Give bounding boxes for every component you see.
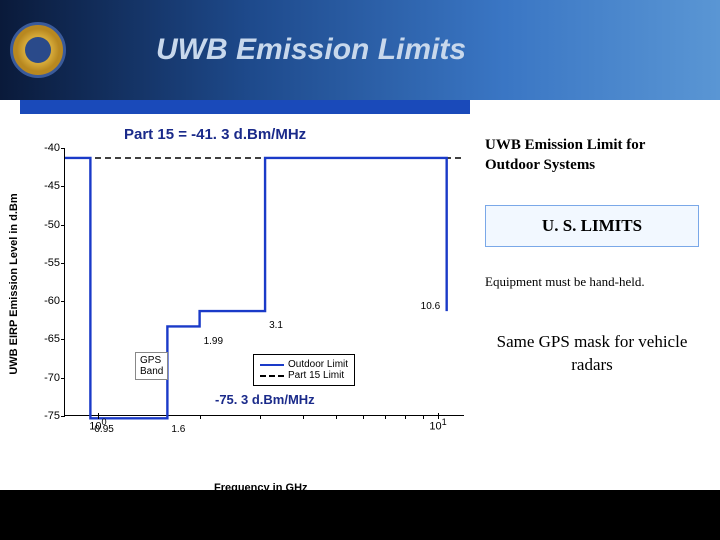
legend-swatch [260, 364, 284, 366]
y-tick-mark [61, 186, 65, 187]
gps-note: Same GPS mask for vehicle radars [485, 331, 699, 377]
y-tick-mark [61, 148, 65, 149]
legend: Outdoor LimitPart 15 Limit [253, 354, 355, 386]
chart-title: Part 15 = -41. 3 d.Bm/MHz [124, 126, 306, 143]
x-minor-tick [260, 415, 261, 419]
y-tick-label: -65 [30, 333, 60, 345]
y-tick-mark [61, 339, 65, 340]
x-minor-tick [423, 415, 424, 419]
floor-annotation: -75. 3 d.Bm/MHz [215, 392, 315, 407]
breakpoint-label: 10.6 [421, 301, 440, 312]
x-tick-label: 101 [429, 417, 446, 433]
breakpoint-label: 0.95 [94, 424, 113, 435]
x-minor-tick [200, 415, 201, 419]
footer-bar [0, 490, 720, 540]
y-tick-label: -55 [30, 257, 60, 269]
y-tick-mark [61, 225, 65, 226]
y-axis-label: UWB EIRP Emission Level in d.Bm [8, 193, 20, 374]
header-bar: UWB Emission Limits [0, 0, 720, 100]
content-row: Part 15 = -41. 3 d.Bm/MHz UWB EIRP Emiss… [0, 128, 720, 488]
legend-label: Part 15 Limit [288, 370, 344, 381]
fcc-logo [10, 22, 66, 78]
y-tick-mark [61, 378, 65, 379]
y-tick-mark [61, 301, 65, 302]
y-tick-label: -40 [30, 142, 60, 154]
right-title: UWB Emission Limit for Outdoor Systems [485, 136, 699, 175]
breakpoint-label: 3.1 [269, 320, 283, 331]
x-minor-tick [303, 415, 304, 419]
y-tick-label: -60 [30, 295, 60, 307]
y-tick-label: -70 [30, 372, 60, 384]
right-column: UWB Emission Limit for Outdoor Systems U… [479, 128, 711, 488]
y-tick-mark [61, 416, 65, 417]
slide: UWB Emission Limits Part 15 = -41. 3 d.B… [0, 0, 720, 540]
y-tick-label: -45 [30, 180, 60, 192]
legend-label: Outdoor Limit [288, 359, 348, 370]
legend-swatch [260, 375, 284, 377]
x-minor-tick [405, 415, 406, 419]
x-minor-tick [336, 415, 337, 419]
us-limits-box: U. S. LIMITS [485, 205, 699, 247]
y-tick-label: -50 [30, 219, 60, 231]
x-tick-mark [98, 413, 99, 419]
x-minor-tick [363, 415, 364, 419]
accent-bar [20, 100, 470, 114]
x-minor-tick [385, 415, 386, 419]
y-tick-label: -75 [30, 410, 60, 422]
equipment-note: Equipment must be hand-held. [485, 273, 699, 291]
gps-band-box: GPSBand [135, 352, 168, 380]
chart-area: Part 15 = -41. 3 d.Bm/MHz UWB EIRP Emiss… [4, 128, 479, 458]
plot-region: -40-45-50-55-60-65-70-751001010.951.61.9… [64, 148, 464, 416]
x-tick-mark [438, 413, 439, 419]
slide-title: UWB Emission Limits [156, 33, 466, 67]
breakpoint-label: 1.6 [171, 424, 185, 435]
y-tick-mark [61, 263, 65, 264]
breakpoint-label: 1.99 [204, 336, 223, 347]
